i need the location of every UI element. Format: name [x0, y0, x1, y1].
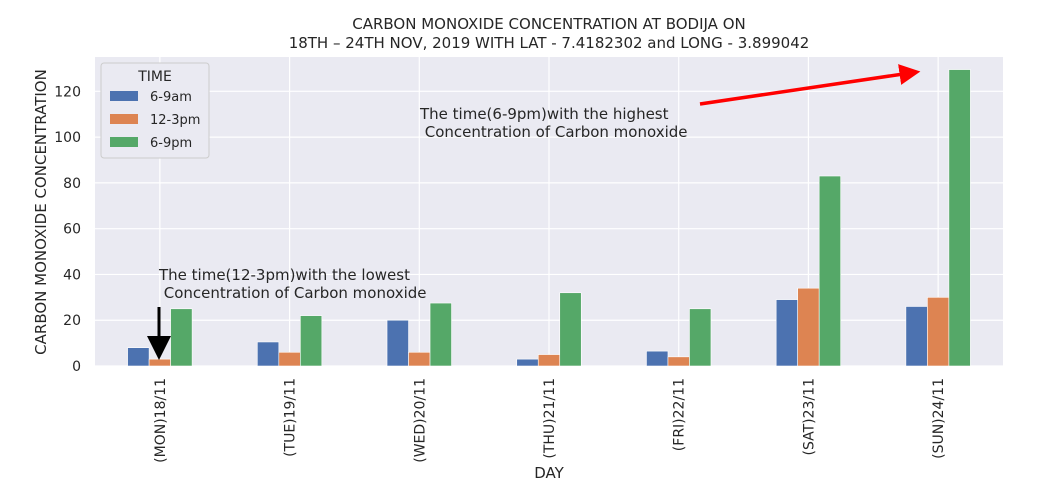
bar-6-9pm-0 — [170, 308, 193, 367]
annotation-lowest-line-1: The time(12-3pm)with the lowest — [158, 266, 410, 284]
bar-6-9am-5 — [775, 299, 798, 367]
legend-label-12-3pm: 12-3pm — [150, 113, 200, 128]
legend-swatch-6-9pm — [110, 137, 138, 147]
bar-6-9am-4 — [646, 350, 669, 367]
legend-label-6-9am: 6-9am — [150, 90, 192, 105]
bar-6-9am-6 — [905, 306, 928, 367]
y-tick-label: 120 — [54, 84, 81, 100]
chart-title-line-1: CARBON MONOXIDE CONCENTRATION AT BODIJA … — [352, 15, 745, 33]
bar-6-9pm-4 — [689, 308, 712, 367]
annotation-highest: The time(6-9pm)with the highest Concentr… — [419, 64, 921, 141]
x-tick-label: (MON)18/11 — [153, 378, 169, 463]
annotation-lowest: The time(12-3pm)with the lowest Concentr… — [147, 266, 427, 360]
legend-label-6-9pm: 6-9pm — [150, 136, 192, 151]
x-axis-label: DAY — [534, 464, 564, 480]
y-axis-label: CARBON MONOXIDE CONCENTRATION — [32, 69, 50, 355]
legend-swatch-12-3pm — [110, 114, 138, 124]
y-tick-label: 80 — [63, 176, 81, 192]
bar-12-3pm-1 — [278, 351, 301, 367]
y-tick-label: 100 — [54, 130, 81, 146]
bar-12-3pm-0 — [148, 358, 171, 367]
bar-12-3pm-5 — [797, 287, 820, 367]
y-tick-label: 0 — [72, 359, 81, 375]
bar-12-3pm-2 — [408, 351, 431, 367]
legend: TIME 6-9am 12-3pm 6-9pm — [100, 62, 210, 159]
bar-6-9pm-1 — [300, 315, 323, 367]
x-tick-label: (SAT)23/11 — [801, 378, 817, 455]
y-tick-label: 60 — [63, 222, 81, 238]
legend-box — [100, 62, 210, 159]
x-tick-label: (TUE)19/11 — [283, 378, 299, 457]
bar-12-3pm-4 — [667, 356, 690, 367]
bar-6-9am-2 — [386, 319, 409, 367]
y-tick-label: 40 — [63, 267, 81, 283]
bar-12-3pm-3 — [537, 354, 561, 367]
bar-6-9pm-6 — [948, 69, 971, 367]
legend-swatch-6-9am — [110, 91, 138, 101]
annotation-highest-line-1: The time(6-9pm)with the highest — [419, 105, 669, 123]
bar-6-9am-3 — [516, 358, 539, 367]
x-tick-label: (SUN)24/11 — [931, 378, 947, 459]
bar-6-9am-0 — [127, 347, 150, 367]
y-tick-label: 20 — [63, 313, 81, 329]
bar-6-9pm-2 — [429, 302, 452, 367]
legend-title: TIME — [137, 69, 172, 85]
bar-6-9am-1 — [257, 341, 280, 367]
bar-12-3pm-6 — [927, 297, 950, 367]
x-tick-label: (THU)21/11 — [542, 378, 558, 459]
bar-6-9pm-3 — [559, 292, 582, 367]
annotation-lowest-line-2: Concentration of Carbon monoxide — [159, 284, 427, 302]
x-tick-label: (WED)20/11 — [412, 378, 428, 463]
x-tick-label: (FRI)22/11 — [672, 378, 688, 451]
bars-layer — [127, 69, 971, 367]
annotation-highest-arrow — [699, 64, 921, 106]
annotation-highest-line-2: Concentration of Carbon monoxide — [420, 123, 688, 141]
x-tick-labels: (MON)18/11 (TUE)19/11 (WED)20/11 (THU)21/11… — [153, 378, 947, 463]
bar-6-9pm-5 — [818, 175, 841, 367]
chart-title-line-2: 18TH – 24TH NOV, 2019 WITH LAT - 7.41823… — [289, 34, 810, 52]
y-tick-labels: 0 20 40 60 80 100 120 — [54, 84, 81, 375]
